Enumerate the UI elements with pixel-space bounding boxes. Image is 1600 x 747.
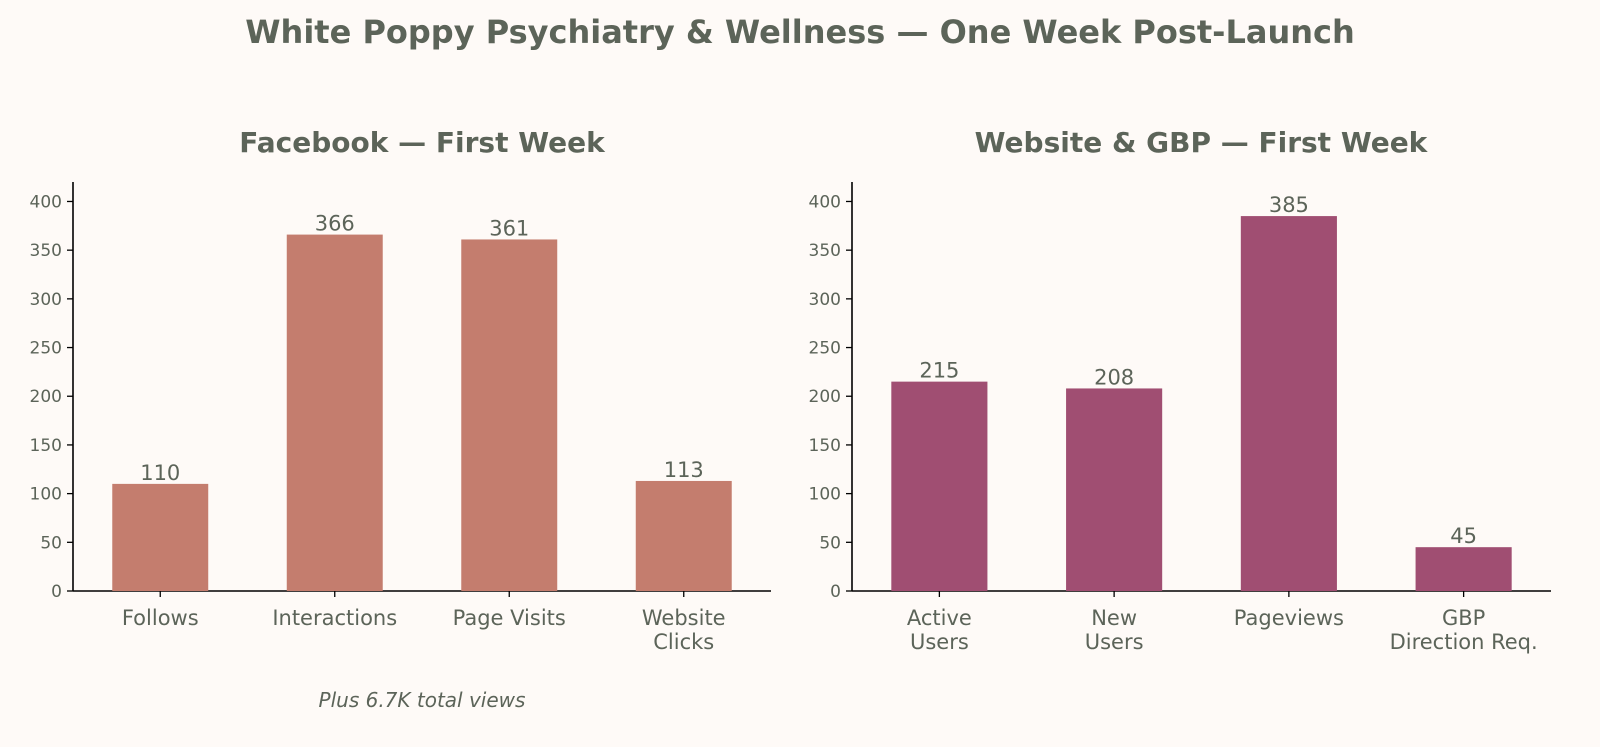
bar (1066, 388, 1163, 591)
bar-value-label: 45 (1450, 524, 1477, 548)
x-tick-label-line: Users (910, 630, 969, 654)
x-tick-label: GBP Direction Req. (1390, 606, 1538, 654)
chart-annotation: Plus 6.7K total views (319, 688, 526, 712)
x-tick-label-line: Users (1085, 630, 1144, 654)
x-tick-label-line: Page Visits (453, 606, 566, 630)
bar (112, 483, 209, 591)
bar-value-label: 385 (1269, 193, 1309, 217)
y-tick-label: 0 (51, 582, 62, 602)
x-tick-label: Website Clicks (642, 606, 726, 654)
bar-value-label: 110 (140, 461, 180, 485)
y-tick-label: 200 (30, 387, 62, 407)
bar-value-label: 208 (1094, 365, 1134, 389)
x-tick-label-line: Follows (122, 606, 199, 630)
bar (461, 239, 558, 591)
x-tick-label: Active Users (907, 606, 972, 654)
x-tick-label-line: Pageviews (1234, 606, 1344, 630)
y-tick-label: 0 (830, 582, 841, 602)
y-tick-label: 350 (809, 241, 841, 261)
x-tick-label-line: Clicks (653, 630, 714, 654)
x-tick-label-line: Direction Req. (1390, 630, 1538, 654)
bar (891, 381, 988, 591)
x-tick-label-line: Active (907, 606, 972, 630)
bar (1240, 216, 1337, 592)
y-tick-label: 150 (30, 436, 62, 456)
chart-title: Facebook — First Week (239, 126, 606, 159)
x-tick-label: Interactions (272, 606, 397, 630)
y-tick-label: 50 (40, 533, 62, 553)
y-tick-label: 300 (809, 290, 841, 310)
bar-value-label: 366 (315, 212, 355, 236)
bar (286, 234, 383, 592)
x-tick-label-line: GBP (1442, 606, 1485, 630)
y-tick-label: 350 (30, 241, 62, 261)
y-tick-label: 400 (30, 192, 62, 212)
y-tick-label: 200 (809, 387, 841, 407)
chart-title: Website & GBP — First Week (975, 126, 1429, 159)
figure-title: White Poppy Psychiatry & Wellness — One … (245, 13, 1355, 51)
x-tick-label: Follows (122, 606, 199, 630)
bar-value-label: 361 (489, 216, 529, 240)
bar (635, 480, 732, 591)
x-tick-label: New Users (1085, 606, 1144, 654)
bar-value-label: 113 (664, 458, 704, 482)
x-tick-label: Page Visits (453, 606, 566, 630)
y-tick-label: 400 (809, 192, 841, 212)
y-tick-label: 300 (30, 290, 62, 310)
y-tick-label: 50 (819, 533, 841, 553)
chart-panel-1: Facebook — First Week 0 50 100 150 200 250 300 3… (30, 126, 771, 712)
y-tick-label: 150 (809, 436, 841, 456)
y-tick-label: 100 (30, 485, 62, 505)
x-tick-label-line: Website (642, 606, 726, 630)
y-tick-label: 100 (809, 485, 841, 505)
bar-value-label: 215 (919, 359, 959, 383)
bar (1415, 547, 1512, 591)
x-tick-label-line: Interactions (272, 606, 397, 630)
y-tick-label: 250 (809, 339, 841, 359)
chart-panel-2: Website & GBP — First Week 0 50 100 150 200 25… (809, 126, 1551, 654)
x-tick-label-line: New (1091, 606, 1137, 630)
y-tick-label: 250 (30, 339, 62, 359)
x-tick-label: Pageviews (1234, 606, 1344, 630)
